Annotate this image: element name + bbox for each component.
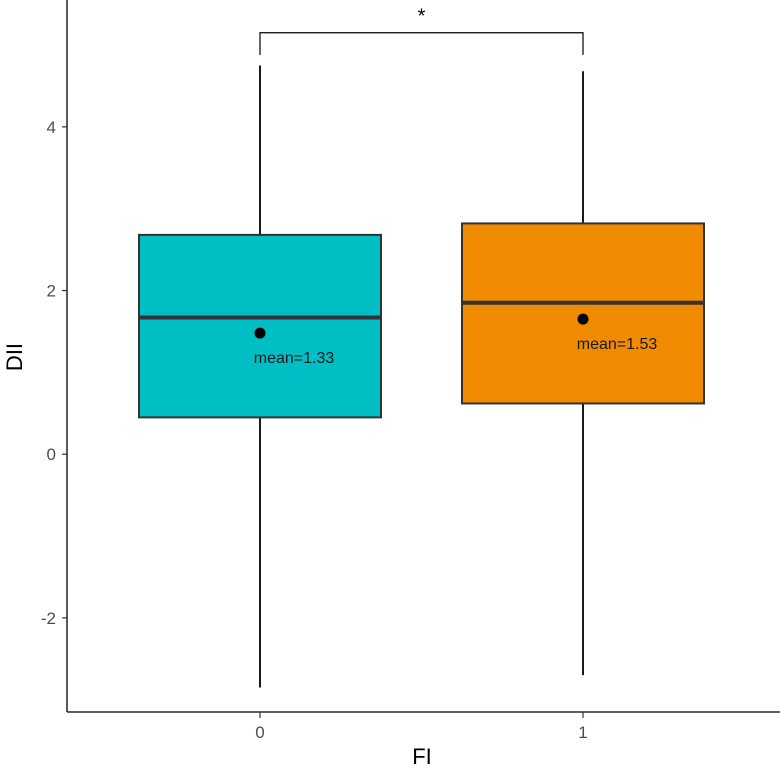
- x-tick-label: 0: [255, 723, 264, 742]
- mean-point: [254, 327, 266, 339]
- mean-label: mean=1.33: [254, 350, 335, 367]
- y-axis-title: DII: [2, 343, 27, 371]
- box-group: mean=1.53: [461, 71, 705, 676]
- box-iqr: [138, 233, 382, 419]
- x-tick-label: 1: [578, 723, 587, 742]
- y-ticks: -2 0 2 4: [41, 118, 67, 628]
- significance-label: *: [418, 6, 426, 28]
- boxes: mean=1.33 mean=1.53: [138, 65, 705, 688]
- y-tick-label: 2: [47, 282, 56, 301]
- bracket-line: [259, 32, 584, 55]
- y-tick-label: 0: [47, 445, 56, 464]
- mean-label: mean=1.53: [577, 336, 658, 353]
- y-tick-label: -2: [41, 609, 56, 628]
- significance-bracket: *: [259, 6, 584, 55]
- axes: [66, 0, 780, 713]
- y-tick-label: 4: [47, 118, 56, 137]
- box-group: mean=1.33: [138, 65, 382, 688]
- mean-point: [577, 313, 589, 325]
- x-axis-title: FI: [412, 744, 432, 769]
- box-iqr: [461, 222, 705, 405]
